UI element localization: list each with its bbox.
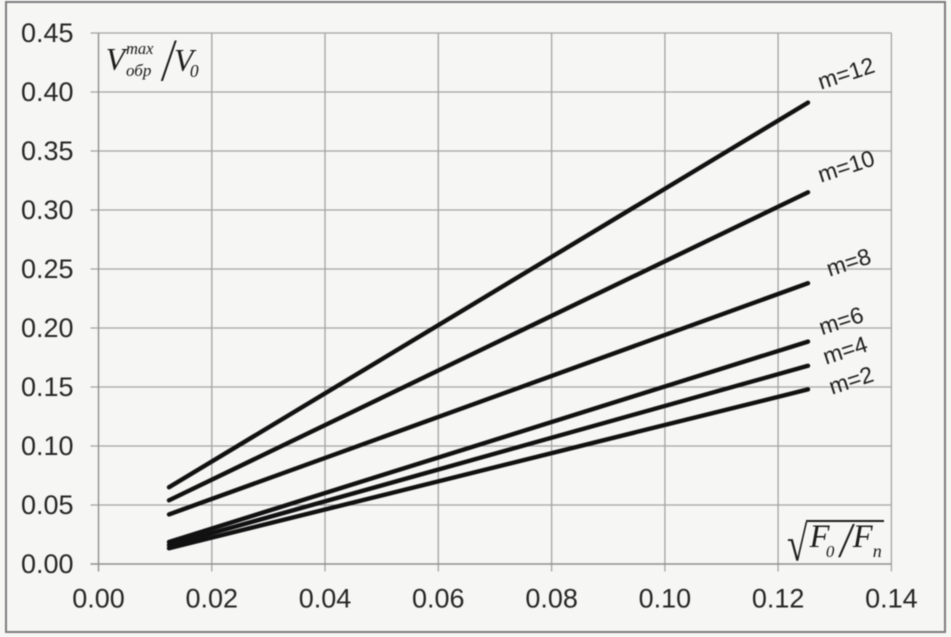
svg-text:0.06: 0.06	[412, 584, 465, 614]
svg-text:0.05: 0.05	[21, 490, 74, 520]
svg-text:0.40: 0.40	[21, 77, 74, 107]
svg-text:m=12: m=12	[814, 52, 877, 95]
svg-text:0.04: 0.04	[299, 584, 352, 614]
svg-text:0.10: 0.10	[21, 431, 74, 461]
svg-text:0.00: 0.00	[72, 584, 125, 614]
svg-text:0.30: 0.30	[21, 195, 74, 225]
svg-text:0.08: 0.08	[525, 584, 578, 614]
svg-text:0.02: 0.02	[186, 584, 239, 614]
svg-text:0.14: 0.14	[865, 584, 918, 614]
svg-text:0.35: 0.35	[21, 136, 74, 166]
svg-text:0.20: 0.20	[21, 313, 74, 343]
svg-text:m=8: m=8	[823, 243, 874, 282]
svg-text:0.15: 0.15	[21, 372, 74, 402]
svg-text:0.00: 0.00	[21, 549, 74, 579]
svg-text:0.10: 0.10	[639, 584, 692, 614]
svg-text:0.25: 0.25	[21, 254, 74, 284]
svg-text:0.45: 0.45	[21, 18, 74, 48]
svg-text:0.12: 0.12	[752, 584, 805, 614]
